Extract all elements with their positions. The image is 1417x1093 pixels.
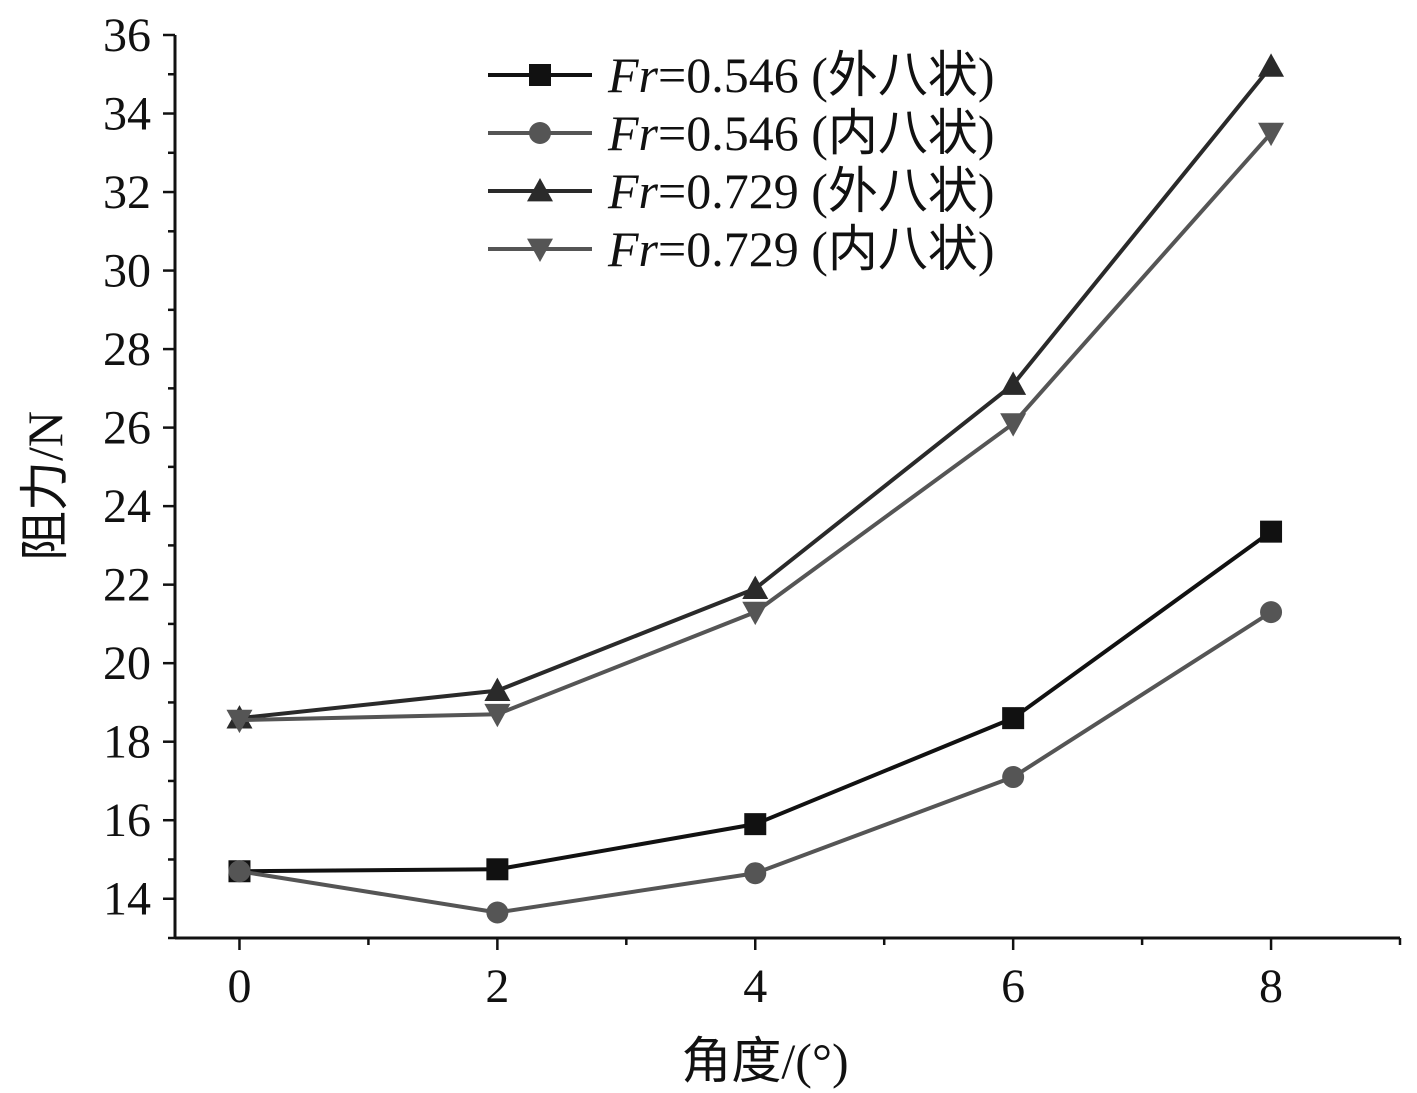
y-tick-label: 32: [103, 166, 151, 219]
data-point-triangle-down: [1000, 413, 1027, 437]
data-point-circle: [744, 862, 767, 885]
legend-label-value: =0.546 (外八状): [658, 47, 995, 103]
legend-marker-square: [529, 64, 551, 86]
data-point-circle: [486, 901, 509, 924]
legend-label: Fr=0.729 (内八状): [607, 221, 995, 277]
x-tick-label: 0: [227, 960, 251, 1013]
y-tick-label: 36: [103, 9, 151, 62]
data-point-circle: [228, 860, 251, 883]
legend-label-value: =0.546 (内八状): [658, 105, 995, 161]
legend-label-value: =0.729 (外八状): [658, 163, 995, 219]
y-tick-label: 14: [103, 873, 151, 926]
data-point-square: [744, 813, 767, 836]
data-point-circle: [1260, 601, 1283, 624]
x-axis-title: 角度/(°): [681, 1033, 848, 1089]
legend-label-variable: Fr: [607, 47, 659, 103]
y-tick-label: 20: [103, 637, 151, 690]
legend: Fr=0.546 (外八状)Fr=0.546 (内八状)Fr=0.729 (外八…: [488, 47, 995, 277]
x-tick-label: 2: [485, 960, 509, 1013]
legend-marker-triangle-down: [527, 238, 553, 262]
legend-item: Fr=0.729 (内八状): [488, 221, 995, 277]
data-point-triangle-up: [1258, 53, 1285, 77]
data-point-square: [1260, 520, 1283, 543]
y-tick-label: 16: [103, 794, 151, 847]
series-group: [226, 53, 1285, 924]
series-3: [226, 53, 1285, 729]
legend-label-variable: Fr: [607, 105, 659, 161]
y-tick-label: 22: [103, 559, 151, 612]
legend-item: Fr=0.546 (内八状): [488, 105, 995, 161]
y-axis-title: 阻力/N: [17, 411, 73, 561]
data-point-square: [486, 858, 509, 881]
y-tick-label: 24: [103, 480, 151, 533]
data-point-triangle-down: [226, 709, 253, 734]
y-tick-label: 34: [103, 88, 151, 141]
data-point-triangle-down: [742, 601, 769, 626]
x-tick-label: 8: [1259, 960, 1283, 1013]
x-tick-label: 6: [1001, 960, 1025, 1013]
legend-label-variable: Fr: [607, 163, 659, 219]
data-point-square: [1002, 707, 1025, 730]
y-tick-label: 18: [103, 716, 151, 769]
legend-item: Fr=0.546 (外八状): [488, 47, 995, 103]
data-point-triangle-down: [1258, 122, 1285, 147]
x-tick-label: 4: [743, 960, 767, 1013]
legend-label: Fr=0.546 (内八状): [607, 105, 995, 161]
data-point-triangle-up: [1000, 371, 1027, 395]
y-tick-label: 28: [103, 323, 151, 376]
data-point-triangle-up: [484, 677, 511, 702]
legend-marker-triangle-up: [527, 178, 553, 202]
y-tick-label: 30: [103, 245, 151, 298]
data-point-triangle-down: [484, 703, 511, 728]
legend-label-value: =0.729 (内八状): [658, 221, 995, 277]
legend-item: Fr=0.729 (外八状): [488, 163, 995, 219]
series-2: [228, 601, 1283, 924]
legend-label-variable: Fr: [607, 221, 659, 277]
legend-marker-circle: [529, 122, 551, 144]
series-4: [226, 122, 1285, 734]
legend-label: Fr=0.546 (外八状): [607, 47, 995, 103]
y-tick-label: 26: [103, 402, 151, 455]
data-point-circle: [1002, 766, 1025, 789]
legend-label: Fr=0.729 (外八状): [607, 163, 995, 219]
data-point-triangle-up: [742, 575, 769, 599]
